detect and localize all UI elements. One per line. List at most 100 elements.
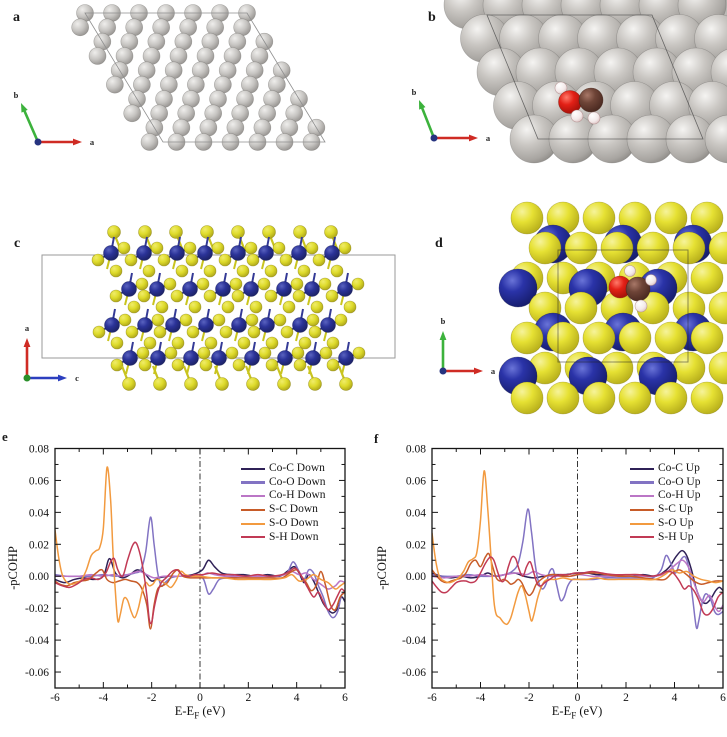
sulfur-atom bbox=[143, 336, 157, 350]
sulfur-atom bbox=[122, 377, 136, 391]
curve-s-h-down bbox=[55, 541, 345, 625]
y-tick-label: 0.04 bbox=[406, 507, 426, 519]
legend-up: Co-C Up Co-O Up Co-H Up S-C Up S-O Up S-H Up bbox=[630, 462, 701, 544]
sulfur-atom bbox=[211, 241, 225, 255]
sulfur-atom bbox=[92, 325, 106, 339]
a-panelB-axis-arrowhead bbox=[469, 134, 478, 142]
sulfur-atom bbox=[219, 325, 233, 339]
sulfur-atom bbox=[306, 313, 320, 327]
cobalt-atom bbox=[304, 281, 320, 297]
sulfur-atom bbox=[654, 201, 688, 235]
sulfur-atom bbox=[137, 289, 151, 303]
x-tick-label: 6 bbox=[342, 692, 348, 704]
legend-label: S-C Up bbox=[658, 503, 693, 516]
sulfur-atom bbox=[708, 351, 727, 385]
sulfur-atom bbox=[237, 336, 251, 350]
structure-panel-a-top-view bbox=[71, 4, 326, 151]
panel-label-a: a bbox=[13, 10, 20, 25]
y-tick-label: 0.02 bbox=[406, 539, 426, 551]
sulfur-atom bbox=[582, 321, 616, 355]
y-tick-label: -0.02 bbox=[25, 603, 49, 615]
legend-label: Co-C Down bbox=[269, 462, 325, 475]
cobalt-atom bbox=[338, 350, 354, 366]
sulfur-atom bbox=[564, 291, 598, 325]
panel-label-d: d bbox=[435, 236, 443, 251]
cobalt-atom bbox=[324, 245, 340, 261]
cobalt-atom bbox=[103, 245, 119, 261]
sulfur-atom bbox=[690, 321, 724, 355]
y-tick-label: 0.08 bbox=[406, 444, 426, 456]
x-tick-label: 0 bbox=[197, 692, 203, 704]
sulfur-atom bbox=[245, 313, 259, 327]
sulfur-atom bbox=[654, 381, 688, 415]
sulfur-atom bbox=[338, 241, 352, 255]
x-tick-label: 4 bbox=[294, 692, 300, 704]
legend-line-swatch bbox=[241, 467, 265, 470]
x-tick-label: -6 bbox=[427, 692, 437, 704]
legend-line-swatch bbox=[241, 522, 265, 525]
sulfur-atom bbox=[264, 289, 278, 303]
x-tick-label: 2 bbox=[245, 692, 251, 704]
sulfur-atom bbox=[151, 313, 165, 327]
legend-item-s-c-down: S-C Down bbox=[241, 503, 326, 517]
x-axis-title-e-unit: (eV) bbox=[199, 704, 226, 718]
sulfur-atom bbox=[636, 231, 670, 265]
cobalt-atom bbox=[121, 281, 137, 297]
cobalt-atom bbox=[276, 281, 292, 297]
x-axis-title-f-unit: (eV) bbox=[576, 704, 603, 718]
metal-atom bbox=[106, 75, 124, 94]
axis-gizmos: a b a b a c b a bbox=[14, 87, 496, 383]
legend-label: Co-O Down bbox=[269, 475, 326, 488]
pcohp-plot-down: -6 -4 -2 0 2 4 6 0.08 0.06 0.04 0.02 0.00 -0.02 -0.04… bbox=[25, 444, 348, 705]
metal-atom bbox=[88, 47, 107, 65]
sulfur-atom bbox=[249, 300, 263, 314]
x-tick-label: 0 bbox=[575, 692, 581, 704]
hydrogen-atom bbox=[645, 274, 657, 286]
curve-s-o-up bbox=[432, 470, 723, 626]
sulfur-atom bbox=[171, 336, 185, 350]
sulfur-atom bbox=[265, 358, 279, 372]
sulfur-atom bbox=[229, 277, 243, 291]
sulfur-atom bbox=[135, 277, 149, 291]
sulfur-atom bbox=[277, 377, 291, 391]
x-axis-title-e-main: E-E bbox=[174, 704, 195, 718]
sulfur-atom bbox=[708, 291, 727, 325]
x-axis-title-e: E-EF (eV) bbox=[130, 704, 270, 721]
sulfur-atom bbox=[200, 225, 214, 239]
sulfur-atom bbox=[564, 231, 598, 265]
legend-down: Co-C Down Co-O Down Co-H Down S-C Down S-O D… bbox=[241, 462, 326, 544]
x-tick-label: -2 bbox=[147, 692, 157, 704]
cobalt-atom bbox=[137, 317, 153, 333]
legend-item-co-o-up: Co-O Up bbox=[630, 476, 701, 490]
cobalt-atom bbox=[231, 317, 247, 333]
pcohp-plot-up: -6 -4 -2 0 2 4 6 0.08 0.06 0.04 0.02 0.00 -0.02 -0.04… bbox=[402, 444, 726, 705]
b-panelA-axis-arrow bbox=[22, 109, 40, 143]
sulfur-atom bbox=[197, 346, 211, 360]
sulfur-atom bbox=[212, 313, 226, 327]
a-panelD-axis-label: a bbox=[491, 366, 496, 376]
metal-atom bbox=[704, 114, 727, 164]
legend-line-swatch bbox=[630, 481, 654, 484]
legend-line-swatch bbox=[241, 481, 265, 484]
sulfur-atom bbox=[510, 201, 544, 235]
cobalt-atom bbox=[320, 317, 336, 333]
cobalt-atom bbox=[150, 350, 166, 366]
cobalt-atom bbox=[165, 317, 181, 333]
a-panelC-axis-arrowhead bbox=[23, 338, 31, 347]
cobalt-atom bbox=[211, 350, 227, 366]
x-axis-title-f-main: E-E bbox=[551, 704, 572, 718]
sulfur-atom bbox=[310, 300, 324, 314]
x-tick-label: -4 bbox=[476, 692, 486, 704]
legend-item-co-c-up: Co-C Up bbox=[630, 462, 701, 476]
sulfur-atom bbox=[600, 231, 634, 265]
metal-atom bbox=[71, 18, 89, 37]
metal-atom bbox=[123, 104, 141, 123]
hydrogen-atom bbox=[570, 109, 584, 123]
sulfur-atom bbox=[290, 277, 304, 291]
legend-item-co-o-down: Co-O Down bbox=[241, 476, 326, 490]
sulfur-atom bbox=[185, 253, 199, 267]
cobalt-atom bbox=[337, 281, 353, 297]
panel-label-e: e bbox=[2, 429, 8, 444]
y-tick-label: -0.04 bbox=[25, 635, 49, 647]
